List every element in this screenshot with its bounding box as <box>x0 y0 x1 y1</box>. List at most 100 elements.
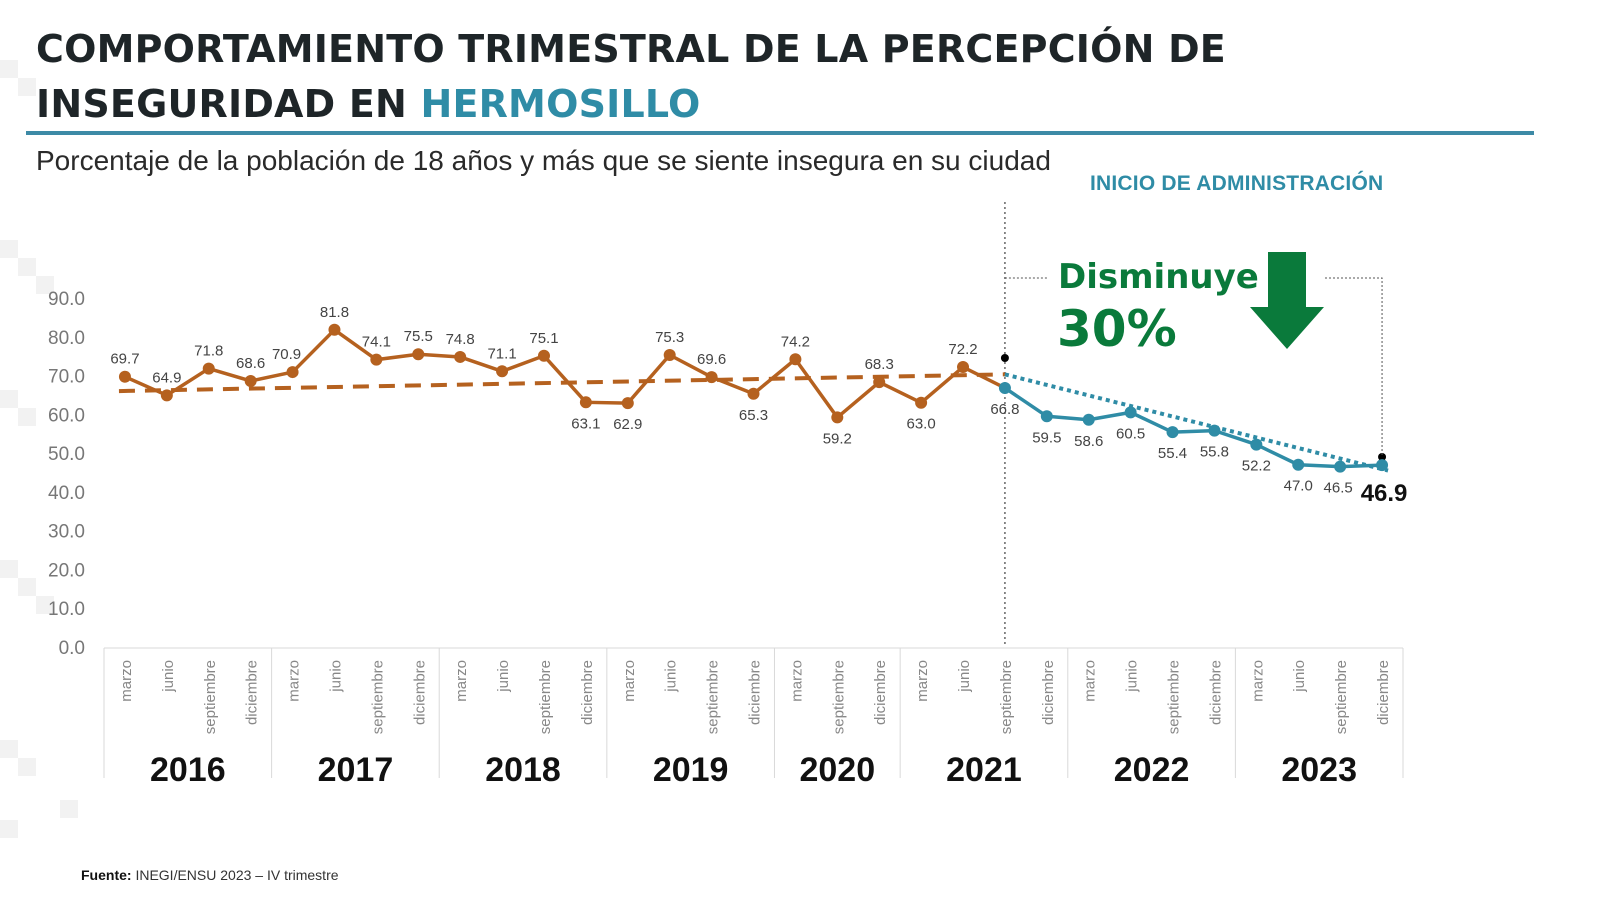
data-point <box>663 349 676 362</box>
title-city: HERMOSILLO <box>420 82 701 126</box>
data-point <box>705 371 718 384</box>
data-point <box>915 396 928 409</box>
data-label: 74.8 <box>446 331 475 348</box>
title-line-2: INSEGURIDAD EN <box>36 82 421 126</box>
data-label: 55.4 <box>1158 445 1187 462</box>
data-label: 72.2 <box>948 341 977 358</box>
y-tick-label: 40.0 <box>48 483 85 504</box>
series-line-before <box>124 328 1006 420</box>
data-point <box>244 374 257 387</box>
quarter-label: diciembre <box>411 660 428 725</box>
decrease-value: 30% <box>1057 300 1177 358</box>
data-point <box>1040 410 1053 423</box>
data-label: 75.5 <box>404 328 433 345</box>
quarter-label: diciembre <box>1040 660 1057 725</box>
quarter-label: septiembre <box>830 660 847 734</box>
data-label: 59.2 <box>823 430 852 447</box>
y-tick-label: 50.0 <box>48 444 85 465</box>
data-point <box>1166 426 1179 439</box>
quarter-label: junio <box>1124 660 1141 693</box>
data-point <box>160 389 173 402</box>
data-label: 75.1 <box>529 330 558 347</box>
quarter-label: diciembre <box>1207 660 1224 725</box>
data-label: 74.1 <box>362 334 391 351</box>
y-tick-label: 70.0 <box>48 367 85 388</box>
decrease-bracket-right <box>1325 277 1383 457</box>
trend-line-after <box>1004 372 1389 473</box>
quarter-label: junio <box>956 660 973 693</box>
bracket-start-dot <box>1000 354 1009 362</box>
data-label: 66.8 <box>990 401 1019 418</box>
data-label: 58.6 <box>1074 433 1103 450</box>
data-point <box>328 323 341 336</box>
quarter-label: marzo <box>453 660 470 702</box>
chart-subtitle: Porcentaje de la población de 18 años y … <box>36 145 1051 176</box>
y-tick-label: 20.0 <box>48 560 85 581</box>
data-label: 74.2 <box>781 333 810 350</box>
data-point <box>1250 438 1263 451</box>
year-label: 2020 <box>799 751 875 789</box>
quarter-label: marzo <box>1249 660 1266 702</box>
final-value-label: 46.9 <box>1361 480 1408 507</box>
data-label: 65.3 <box>739 407 768 424</box>
data-label: 52.2 <box>1242 458 1271 475</box>
year-label: 2021 <box>946 751 1022 789</box>
series-lines <box>124 328 1383 469</box>
quarter-label: junio <box>160 660 177 693</box>
data-point <box>202 362 215 375</box>
down-arrow-icon <box>1250 252 1324 349</box>
quarter-label: diciembre <box>244 660 261 725</box>
y-tick-label: 90.0 <box>48 289 85 310</box>
data-point <box>579 396 592 409</box>
quarter-label: marzo <box>914 660 931 702</box>
quarter-label: marzo <box>1082 660 1099 702</box>
data-point <box>998 381 1011 394</box>
quarter-label: septiembre <box>1166 660 1183 734</box>
data-points <box>118 323 1389 473</box>
data-point <box>118 370 131 383</box>
data-point <box>873 376 886 389</box>
quarter-label: diciembre <box>1375 660 1392 725</box>
trend-lines <box>118 372 1389 473</box>
chart-title: COMPORTAMIENTO TRIMESTRAL DE LA PERCEPCI… <box>36 22 1226 132</box>
year-label: 2016 <box>150 751 226 789</box>
data-labels: 69.7 64.9 71.8 68.6 70.9 81.8 74.1 75.5 74.8 71.1… <box>110 304 1407 507</box>
quarter-label: septiembre <box>369 660 386 734</box>
data-point <box>621 397 634 410</box>
data-point <box>412 348 425 361</box>
data-label: 69.6 <box>697 351 726 368</box>
y-tick-label: 10.0 <box>48 599 85 620</box>
y-tick-label: 30.0 <box>48 522 85 543</box>
data-label: 59.5 <box>1032 429 1061 446</box>
data-label: 63.0 <box>907 416 936 433</box>
data-label: 47.0 <box>1284 478 1313 495</box>
data-label: 68.3 <box>865 356 894 373</box>
title-divider <box>26 131 1534 135</box>
data-point <box>957 361 970 374</box>
quarter-label: septiembre <box>537 660 554 734</box>
quarter-label: marzo <box>118 660 135 702</box>
source-label: Fuente: <box>81 867 132 883</box>
background-pattern <box>0 60 78 838</box>
data-point <box>1082 413 1095 426</box>
data-label: 63.1 <box>571 415 600 432</box>
y-tick-label: 80.0 <box>48 328 85 349</box>
source-note: Fuente: INEGI/ENSU 2023 – IV trimestre <box>81 867 339 883</box>
data-point <box>831 411 844 424</box>
data-point <box>286 366 299 379</box>
data-label: 60.5 <box>1116 425 1145 442</box>
x-axis: marzo junio septiembre diciembre 2016 marzo ju… <box>103 647 1404 789</box>
admin-start-label: INICIO DE ADMINISTRACIÓN <box>1090 172 1384 195</box>
quarter-label: septiembre <box>1333 660 1350 734</box>
decrease-label: Disminuye <box>1058 257 1259 297</box>
data-point <box>370 353 383 366</box>
data-point <box>1334 460 1347 473</box>
quarter-label: junio <box>495 660 512 693</box>
quarter-label: marzo <box>788 660 805 702</box>
data-label: 64.9 <box>152 369 181 386</box>
quarter-label: marzo <box>286 660 303 702</box>
data-point <box>454 350 467 363</box>
quarter-label: septiembre <box>705 660 722 734</box>
quarter-label: diciembre <box>872 660 889 725</box>
